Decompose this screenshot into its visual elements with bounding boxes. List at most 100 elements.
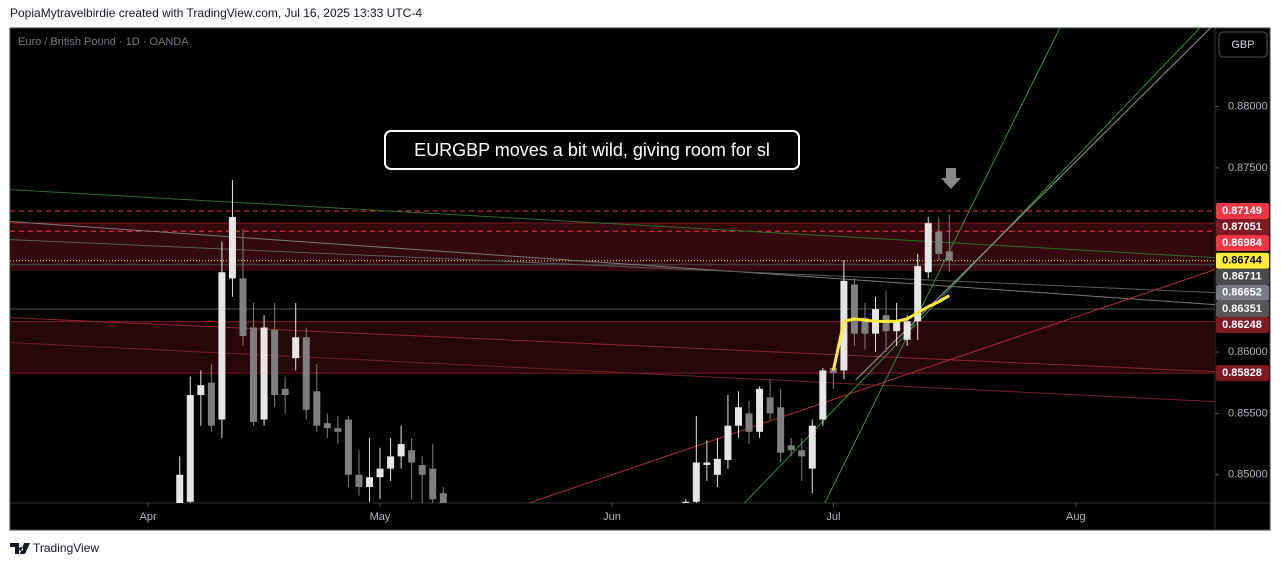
price-label-bg: [1216, 300, 1269, 317]
price-label: 0.87051: [1222, 221, 1262, 233]
price-label: 0.86744: [1222, 255, 1263, 267]
candle-body: [798, 450, 806, 457]
zone: [10, 321, 1215, 374]
candle-body: [186, 394, 194, 502]
candle-body: [850, 284, 858, 334]
logo-icon: [10, 543, 30, 554]
candle-body: [861, 317, 869, 334]
candle-body: [271, 329, 279, 395]
candle-body: [914, 266, 922, 322]
price-label: 0.86652: [1222, 287, 1262, 299]
candle-body: [281, 388, 289, 395]
x-tick-label: May: [370, 511, 391, 523]
candle-body: [819, 370, 827, 420]
footer-brand: TradingView: [33, 541, 99, 555]
y-tick-label: 0.88000: [1228, 100, 1268, 112]
x-tick-label: Aug: [1066, 511, 1086, 523]
candle-body: [207, 382, 215, 426]
candle-body: [882, 315, 890, 332]
candle-body: [924, 223, 932, 273]
candle-body: [935, 231, 943, 254]
candle-body: [228, 217, 236, 279]
candle-body: [239, 278, 247, 337]
x-tick-label: Jul: [826, 511, 840, 523]
candle-body: [745, 413, 753, 432]
axes: 0.85000 0.85500 0.86000 0.87500 0.88000 Apr Ma…: [140, 100, 1269, 523]
trend-line: [855, 28, 1211, 381]
moving-average: [831, 294, 951, 371]
trend-line: [10, 239, 1215, 294]
price-label: 0.85828: [1222, 367, 1262, 379]
x-tick-label: Apr: [140, 511, 157, 523]
trend-line: [10, 317, 1215, 373]
candle-body: [387, 456, 395, 469]
x-tick-label: Jun: [603, 511, 621, 523]
candle-body: [682, 501, 690, 503]
candle-body: [439, 493, 447, 503]
price-label: 0.86711: [1222, 271, 1261, 283]
candle-body: [903, 321, 911, 340]
candle-body: [808, 425, 816, 469]
trend-line: [10, 189, 1215, 259]
price-label-bg: [1216, 252, 1269, 269]
price-label: 0.86351: [1222, 303, 1262, 315]
candle-body: [302, 337, 310, 410]
candle-body: [756, 388, 764, 432]
candle-body: [945, 251, 953, 261]
candle-body: [408, 450, 416, 463]
candle-body: [355, 474, 363, 488]
candle-body: [724, 425, 732, 461]
candle-body: [260, 327, 268, 420]
price-label-bg: [1216, 268, 1269, 285]
price-label-bg: [1216, 203, 1269, 220]
candle-body: [692, 462, 700, 502]
y-tick-label: 0.86000: [1228, 346, 1268, 358]
trend-line: [824, 28, 1061, 503]
candle-body: [197, 385, 205, 395]
candle-body: [713, 458, 721, 475]
candle-body: [344, 419, 352, 475]
arrow-icon: [941, 168, 961, 189]
candle-body: [176, 474, 184, 503]
candle-body: [429, 468, 437, 500]
annotation-box: [384, 130, 800, 170]
price-label-bg: [1216, 284, 1269, 301]
candle-body: [292, 337, 300, 359]
trend-line: [10, 342, 1215, 403]
trend-line: [744, 28, 1201, 503]
credit: PopiaMytravelbirdie created with Trading…: [10, 6, 422, 20]
currency-button[interactable]: [1218, 31, 1268, 58]
candle-body: [218, 272, 226, 420]
candle-body: [313, 391, 321, 426]
candle-body: [703, 462, 711, 465]
y-tick-label: 0.85500: [1228, 407, 1268, 419]
price-label-bg: [1216, 316, 1269, 333]
trend-line: [10, 221, 1215, 306]
y-tick-label: 0.85000: [1228, 469, 1268, 481]
chart-frame: [9, 27, 1271, 531]
plot-area: [10, 28, 1215, 503]
candle-body: [323, 423, 331, 429]
candle-body: [893, 321, 901, 332]
trend-line: [529, 269, 1215, 503]
price-label-bg: [1216, 365, 1269, 382]
symbol-label: Euro / British Pound · 1D · OANDA: [18, 36, 189, 48]
candle-body: [376, 468, 384, 478]
candle-body: [397, 444, 405, 457]
candle-body: [334, 428, 342, 432]
currency-label[interactable]: GBP: [1231, 39, 1254, 51]
price-label: 0.87149: [1222, 205, 1262, 217]
price-label: 0.86984: [1222, 237, 1263, 249]
candle-body: [250, 327, 258, 422]
candle-body: [418, 464, 426, 475]
candle-body: [734, 407, 742, 426]
price-label-bg: [1216, 219, 1269, 236]
candle-body: [365, 477, 373, 488]
candle-body: [777, 407, 785, 453]
annotation: EURGBP moves a bit wild, giving room for…: [414, 140, 770, 160]
price-label: 0.86248: [1222, 319, 1262, 331]
candle-body: [766, 397, 774, 414]
y-tick-label: 0.87500: [1228, 162, 1268, 174]
